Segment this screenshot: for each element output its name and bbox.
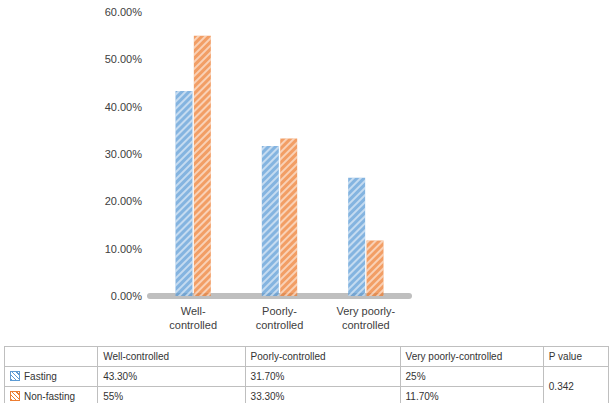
svg-text:Poorly-: Poorly- <box>262 305 297 317</box>
svg-text:controlled: controlled <box>169 319 217 331</box>
html-text:Non-fasting: Non-fasting <box>24 391 76 402</box>
html-text:55%: 55% <box>103 391 124 402</box>
svg-text:0.00%: 0.00% <box>111 290 142 302</box>
svg-text:40.00%: 40.00% <box>105 101 143 113</box>
html-text:Fasting: Fasting <box>24 371 57 382</box>
svg-text:30.00%: 30.00% <box>105 148 143 160</box>
svg-text:10.00%: 10.00% <box>105 243 143 255</box>
svg-text:Well-: Well- <box>181 305 206 317</box>
html-text:Poorly-controlled: Poorly-controlled <box>250 351 326 362</box>
svg-text:60.00%: 60.00% <box>105 6 143 18</box>
html-text:43.30%: 43.30% <box>103 371 138 382</box>
html-text:Well-controlled: Well-controlled <box>103 351 170 362</box>
html-text:0.342: 0.342 <box>548 381 574 392</box>
svg-text:50.00%: 50.00% <box>105 53 143 65</box>
html-text:33.30%: 33.30% <box>250 391 285 402</box>
svg-text:controlled: controlled <box>342 319 390 331</box>
html-text:31.70%: 31.70% <box>250 371 285 382</box>
html-text:P value: P value <box>548 351 582 362</box>
html-text:Very poorly-controlled: Very poorly-controlled <box>405 351 503 362</box>
html-text:11.70%: 11.70% <box>405 391 439 402</box>
svg-text:Very poorly-: Very poorly- <box>336 305 395 317</box>
svg-text:20.00%: 20.00% <box>105 195 143 207</box>
html-text:25%: 25% <box>405 371 426 382</box>
svg-text:controlled: controlled <box>256 319 304 331</box>
